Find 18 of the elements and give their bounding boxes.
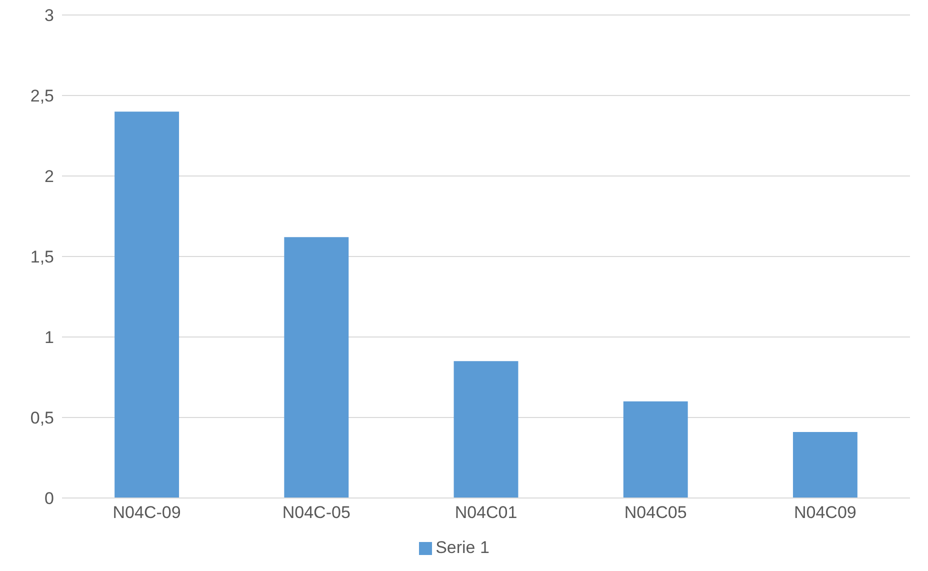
x-tick-label: N04C09	[794, 503, 856, 522]
y-tick-label: 3	[44, 6, 54, 26]
bar	[284, 237, 349, 498]
y-tick-label: 2,5	[30, 86, 54, 106]
legend-label: Serie 1	[436, 538, 490, 557]
y-tick-label: 1	[44, 328, 54, 348]
x-tick-label: N04C05	[624, 503, 687, 522]
bar	[454, 361, 518, 498]
y-tick-label: 0,5	[30, 408, 54, 428]
bar	[792, 432, 858, 498]
x-tick-label: N04C-09	[112, 503, 181, 522]
y-tick-label: 1,5	[30, 248, 54, 267]
y-tick-label: 0	[44, 489, 54, 508]
y-tick-label: 2	[44, 167, 54, 186]
x-tick-label: N04C01	[454, 503, 518, 522]
bar	[623, 401, 688, 498]
x-tick-label: N04C-05	[282, 503, 350, 522]
bar	[114, 112, 180, 498]
